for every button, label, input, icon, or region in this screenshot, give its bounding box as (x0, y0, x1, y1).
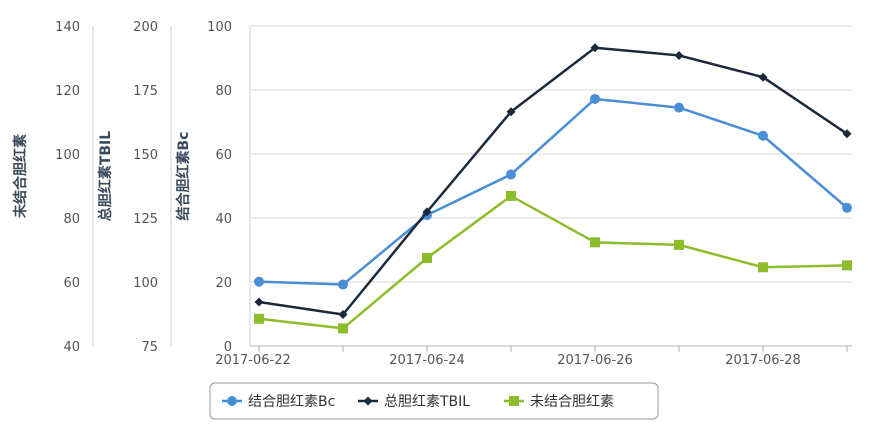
data-point-tbil[interactable] (590, 43, 600, 53)
data-point-ubc[interactable] (674, 239, 684, 250)
data-point-tbil[interactable] (758, 72, 768, 82)
y-tick-label-tbil: 175 (133, 84, 158, 99)
series-line-ubc (258, 194, 848, 330)
y-tick-label-bc: 40 (215, 212, 232, 227)
data-point-ubc[interactable] (422, 253, 432, 263)
series-bc (254, 93, 852, 290)
data-point-bc[interactable] (842, 202, 852, 213)
data-point-bc[interactable] (674, 102, 684, 113)
data-point-bc[interactable] (506, 169, 516, 180)
y-tick-label-ubc: 80 (63, 212, 80, 227)
y-tick-label-tbil: 125 (133, 212, 158, 227)
data-point-bc[interactable] (590, 93, 600, 104)
y-axis-title-tbil: 总胆红素TBIL (97, 131, 114, 221)
legend-box (209, 382, 659, 420)
y-tick-label-ubc: 60 (63, 276, 80, 291)
data-point-bc[interactable] (338, 279, 348, 290)
data-point-tbil[interactable] (674, 50, 684, 60)
series (254, 43, 852, 334)
legend-marker-tbil[interactable] (363, 396, 373, 406)
x-tick-label: 2017-06-24 (389, 353, 465, 368)
x-tick-label: 2017-06-28 (725, 353, 801, 368)
legend-item-tbil[interactable]: 总胆红素TBIL (358, 394, 470, 410)
x-tick-label: 2017-06-26 (557, 353, 633, 368)
data-point-tbil[interactable] (842, 129, 852, 139)
series-ubc (254, 190, 852, 334)
legend[interactable]: 结合胆红素Bc 总胆红素TBIL 未结合胆红素 (209, 382, 659, 420)
data-point-bc[interactable] (758, 130, 768, 141)
data-point-tbil[interactable] (338, 310, 348, 320)
legend-label-ubc: 未结合胆红素 (530, 394, 614, 410)
data-point-tbil[interactable] (506, 107, 516, 117)
axes: 0 20 40 60 80 100 结合胆红素Bc 75 100 125 150 175 200 总胆红素… (12, 20, 852, 368)
y-axis-title-ubc: 未结合胆红素 (12, 134, 29, 218)
y-tick-label-bc: 60 (215, 148, 232, 163)
series-tbil (254, 43, 852, 320)
y-tick-label-tbil: 75 (141, 340, 158, 355)
data-point-tbil[interactable] (254, 297, 264, 307)
legend-marker-bc[interactable] (227, 396, 237, 406)
y-axis-title-bc: 结合胆红素Bc (175, 132, 192, 221)
y-tick-label-bc: 0 (224, 340, 232, 355)
data-point-ubc[interactable] (590, 237, 600, 248)
data-point-ubc[interactable] (254, 313, 264, 324)
legend-label-bc: 结合胆红素Bc (248, 394, 335, 410)
y-tick-label-ubc: 100 (55, 148, 80, 163)
data-point-ubc[interactable] (842, 260, 852, 271)
data-point-ubc[interactable] (338, 323, 348, 334)
y-tick-label-ubc: 140 (55, 20, 80, 35)
legend-label-tbil: 总胆红素TBIL (384, 394, 470, 410)
legend-marker-ubc[interactable] (509, 396, 519, 406)
y-tick-label-bc: 100 (207, 20, 232, 35)
series-line-bc (258, 97, 848, 286)
legend-item-bc[interactable]: 结合胆红素Bc (222, 394, 335, 410)
y-tick-label-tbil: 200 (133, 20, 158, 35)
x-tick-label: 2017-06-22 (215, 353, 291, 368)
y-tick-label-bc: 20 (215, 276, 232, 291)
data-point-ubc[interactable] (506, 190, 516, 201)
y-tick-label-tbil: 100 (133, 276, 158, 291)
y-tick-label-ubc: 120 (55, 84, 80, 99)
y-tick-label-bc: 80 (215, 84, 232, 99)
data-point-bc[interactable] (254, 276, 264, 287)
y-tick-label-ubc: 40 (63, 340, 80, 355)
series-line-tbil (258, 46, 848, 316)
data-point-ubc[interactable] (758, 262, 768, 273)
y-tick-label-tbil: 150 (133, 148, 158, 163)
legend-item-ubc[interactable]: 未结合胆红素 (504, 394, 614, 410)
data-point-tbil[interactable] (422, 207, 432, 217)
